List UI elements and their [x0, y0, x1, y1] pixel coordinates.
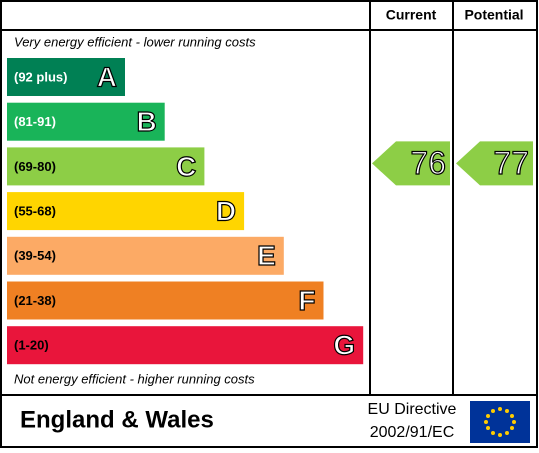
bottom-note: Not energy efficient - higher running co…	[14, 371, 255, 386]
potential-header: Potential	[464, 7, 523, 23]
band-letter: G	[333, 330, 355, 361]
band-range: (21-38)	[14, 293, 56, 308]
band-bar	[7, 281, 324, 320]
band-letter: E	[257, 240, 276, 271]
eu-flag	[470, 401, 530, 443]
band-letter: C	[176, 151, 196, 182]
rating-value: 76	[410, 145, 446, 181]
rating-arrow	[456, 141, 533, 186]
band-range: (39-54)	[14, 248, 56, 263]
directive-line1: EU Directive	[368, 401, 457, 418]
rating-value: 77	[493, 145, 529, 181]
band-bar	[7, 58, 125, 96]
band-bar	[7, 326, 364, 365]
band-range: (92 plus)	[14, 69, 67, 84]
directive-line2: 2002/91/EC	[370, 424, 455, 441]
top-note: Very energy efficient - lower running co…	[14, 34, 256, 49]
band-letter: F	[298, 285, 315, 316]
band-letter: B	[136, 106, 156, 137]
band-letter: A	[97, 61, 117, 92]
band-range: (55-68)	[14, 204, 56, 219]
band-letter: D	[216, 195, 236, 226]
current-header: Current	[386, 7, 437, 23]
band-range: (81-91)	[14, 114, 56, 129]
band-range: (1-20)	[14, 338, 49, 353]
band-bar	[7, 102, 165, 141]
rating-arrow	[372, 141, 450, 186]
region: England & Wales	[20, 406, 214, 433]
band-range: (69-80)	[14, 159, 56, 174]
band-bar	[7, 147, 205, 186]
band-bar	[7, 192, 245, 231]
band-bar	[7, 236, 284, 275]
